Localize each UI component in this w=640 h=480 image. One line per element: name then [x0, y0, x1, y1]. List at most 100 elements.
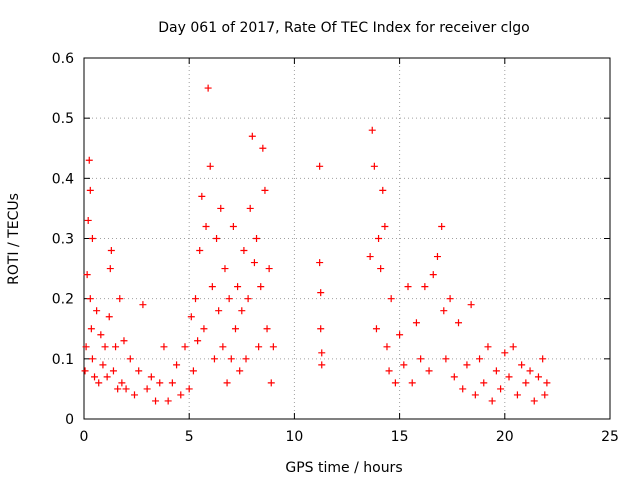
data-point	[208, 283, 216, 291]
data-point	[160, 343, 168, 351]
data-point	[385, 367, 393, 375]
y-tick-label: 0.6	[52, 51, 74, 67]
x-tick-label: 0	[80, 429, 89, 445]
data-point	[114, 385, 122, 393]
y-tick-label: 0.1	[52, 352, 74, 368]
data-point	[231, 325, 239, 333]
data-point	[156, 379, 164, 387]
data-point	[84, 216, 92, 224]
data-point	[518, 361, 526, 369]
data-point	[318, 349, 326, 357]
data-point	[522, 379, 530, 387]
data-point	[219, 343, 227, 351]
data-point	[250, 259, 258, 267]
data-point	[253, 235, 261, 242]
data-point	[408, 379, 416, 387]
data-point	[107, 247, 115, 255]
data-point	[95, 379, 103, 387]
data-point	[106, 265, 114, 273]
data-point	[484, 343, 492, 351]
data-point	[192, 295, 200, 303]
data-point	[139, 301, 147, 309]
data-point	[246, 204, 254, 212]
data-point	[463, 361, 471, 369]
data-point	[257, 283, 265, 291]
data-point	[187, 313, 195, 321]
data-point	[501, 349, 509, 357]
data-point	[421, 283, 429, 291]
data-point	[375, 235, 383, 242]
data-point	[116, 295, 124, 303]
data-point	[492, 367, 500, 375]
data-point	[223, 379, 231, 387]
data-point	[379, 186, 387, 194]
data-points	[81, 84, 551, 405]
data-point	[541, 391, 549, 399]
data-point	[471, 391, 479, 399]
y-tick-label: 0.4	[52, 171, 74, 187]
data-point	[429, 271, 437, 279]
data-point	[526, 367, 534, 375]
data-point	[450, 373, 458, 381]
x-tick-label: 15	[391, 429, 409, 445]
data-point	[200, 325, 208, 333]
data-point	[202, 222, 210, 230]
data-point	[112, 343, 120, 351]
data-point	[244, 295, 252, 303]
data-point	[196, 247, 204, 255]
data-point	[267, 379, 275, 387]
data-point	[168, 379, 176, 387]
data-point	[221, 265, 229, 273]
data-point	[120, 337, 128, 345]
data-point	[240, 247, 248, 255]
data-point	[147, 373, 155, 381]
data-point	[86, 186, 94, 194]
x-tick-label: 20	[496, 429, 514, 445]
data-point	[259, 144, 267, 152]
data-point	[404, 283, 412, 291]
data-point	[261, 186, 269, 194]
data-point	[101, 343, 109, 351]
data-point	[105, 313, 113, 321]
data-point	[440, 307, 448, 315]
data-point	[505, 373, 513, 381]
data-point	[263, 325, 271, 333]
data-point	[234, 283, 242, 291]
data-point	[86, 295, 94, 303]
data-point	[497, 385, 505, 393]
data-point	[368, 126, 376, 134]
data-point	[316, 162, 324, 170]
data-point	[93, 307, 101, 315]
y-axis-label: ROTI / TECUs	[6, 193, 22, 285]
data-point	[109, 367, 117, 375]
data-point	[317, 325, 325, 333]
data-point	[370, 162, 378, 170]
data-point	[534, 373, 542, 381]
data-point	[118, 379, 126, 387]
data-point	[177, 391, 185, 399]
data-point	[316, 259, 324, 267]
data-point	[88, 235, 96, 242]
data-point	[459, 385, 467, 393]
axis-ticks: 0 5 10 15 20 25 0 0.1 0.2 0.3 0.4 0.5 0.6	[52, 51, 619, 445]
x-tick-label: 5	[185, 429, 194, 445]
data-point	[455, 319, 463, 327]
data-point	[476, 355, 484, 363]
data-point	[318, 361, 326, 369]
y-tick-label: 0.5	[52, 111, 74, 127]
data-point	[210, 355, 218, 363]
y-tick-label: 0.2	[52, 292, 74, 308]
data-point	[82, 343, 90, 351]
data-point	[480, 379, 488, 387]
data-point	[381, 222, 389, 230]
data-point	[488, 397, 496, 405]
data-point	[126, 355, 134, 363]
data-point	[317, 289, 325, 297]
data-point	[99, 361, 107, 369]
x-tick-label: 10	[285, 429, 303, 445]
data-point	[433, 253, 441, 261]
data-point	[372, 325, 380, 333]
data-point	[539, 355, 547, 363]
data-point	[412, 319, 420, 327]
data-point	[396, 331, 404, 339]
